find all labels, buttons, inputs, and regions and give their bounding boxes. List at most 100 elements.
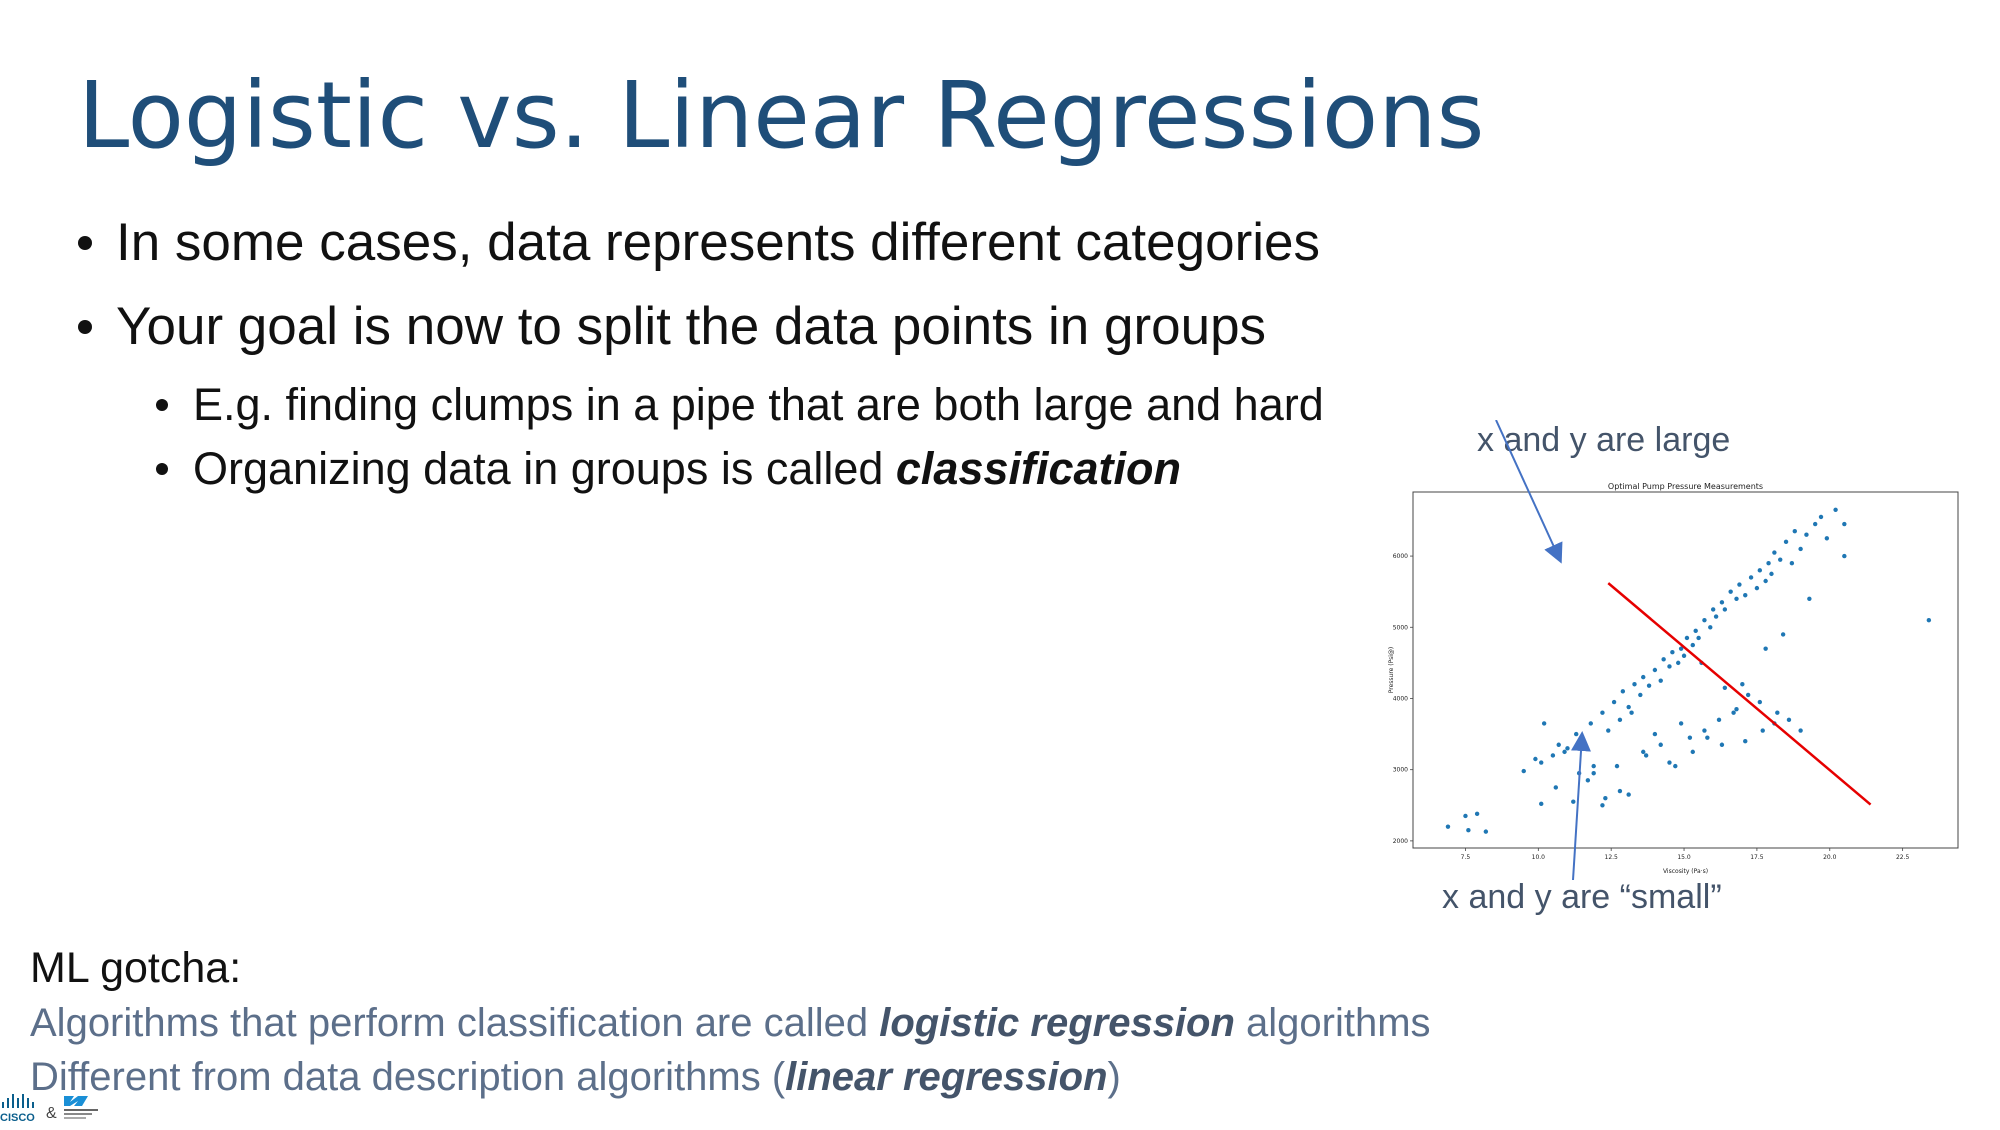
annotation-large: x and y are large (1477, 421, 1731, 459)
data-point (1786, 717, 1792, 723)
data-point (1661, 657, 1666, 662)
gotcha-text: ) (1107, 1055, 1121, 1099)
data-point (1641, 749, 1646, 755)
data-point (1702, 728, 1707, 733)
data-point (1789, 561, 1795, 566)
ml-gotcha-box: ML gotcha: Algorithms that perform class… (30, 940, 1580, 1104)
data-point (1466, 828, 1471, 833)
data-point (1754, 585, 1760, 591)
data-point (1483, 829, 1489, 834)
data-point (1690, 749, 1695, 755)
data-point (1626, 704, 1631, 710)
data-point (1713, 614, 1719, 619)
data-point (1445, 824, 1451, 829)
x-tick-label: 17.5 (1750, 854, 1764, 861)
data-point (1926, 617, 1932, 623)
data-point (1641, 674, 1646, 680)
data-point (1533, 756, 1538, 762)
data-point (1778, 557, 1783, 562)
data-point (1716, 717, 1722, 723)
bullet-dot-icon (156, 463, 168, 475)
subbullet-text: E.g. finding clumps in a pipe that are b… (193, 379, 1324, 430)
linear-regression-term: linear regression (785, 1055, 1108, 1099)
data-point (1574, 731, 1579, 737)
data-point (1728, 589, 1733, 594)
bullet-text: In some cases, data represents different… (116, 213, 1320, 272)
data-point (1710, 607, 1716, 612)
bullet-item: In some cases, data represents different… (78, 205, 1378, 289)
gotcha-heading: ML gotcha: (30, 944, 242, 992)
data-point (1818, 514, 1824, 520)
data-point (1463, 813, 1468, 819)
data-point (1833, 507, 1838, 512)
data-point (1780, 632, 1786, 637)
data-point (1798, 728, 1803, 733)
data-point (1617, 788, 1623, 794)
data-point (1719, 742, 1725, 747)
data-point (1804, 532, 1809, 537)
data-point (1775, 710, 1780, 715)
data-point (1562, 749, 1567, 755)
data-point (1705, 735, 1710, 740)
data-point (1792, 528, 1797, 534)
y-tick-label: 2000 (1393, 838, 1408, 845)
data-point (1620, 689, 1626, 694)
partner-logo-icon (64, 1096, 88, 1106)
data-point (1673, 763, 1678, 769)
data-point (1617, 717, 1623, 723)
data-point (1521, 768, 1526, 774)
classification-term: classification (895, 443, 1182, 494)
gotcha-line-2: Different from data description algorith… (30, 1050, 1580, 1104)
ampersand: & (46, 1105, 57, 1122)
footer-logos: CISCO & (0, 1092, 120, 1125)
data-point (1539, 801, 1544, 807)
data-point (1474, 811, 1480, 817)
x-tick-label: 12.5 (1605, 854, 1619, 861)
scatter-plot: Optimal Pump Pressure Measurements Viscos… (1388, 419, 1959, 881)
x-axis-label: Viscosity (Pa·s) (1663, 868, 1708, 875)
data-point (1763, 578, 1768, 584)
subbullet-text: Organizing data in groups is called (193, 443, 896, 494)
data-point (1652, 731, 1658, 737)
gotcha-text: algorithms (1234, 1001, 1431, 1045)
data-point (1722, 685, 1728, 690)
data-point (1681, 653, 1687, 658)
data-point (1565, 746, 1570, 751)
bullet-item: Your goal is now to split the data point… (78, 289, 1378, 373)
x-tick-label: 22.5 (1896, 854, 1910, 861)
data-point (1702, 617, 1707, 623)
data-point (1629, 710, 1634, 715)
data-point (1772, 550, 1777, 555)
data-point (1606, 728, 1611, 733)
gotcha-line-1: Algorithms that perform classification a… (30, 996, 1580, 1050)
data-point (1731, 710, 1736, 715)
bullet-dot-icon (78, 320, 92, 334)
data-point (1719, 600, 1725, 605)
plot-frame (1412, 491, 1959, 849)
scatter-plot-figure: Optimal Pump Pressure Measurements Viscos… (1370, 419, 1970, 920)
data-point (1740, 682, 1745, 687)
data-point (1783, 539, 1789, 545)
data-point (1842, 553, 1847, 559)
data-point (1632, 682, 1637, 687)
data-point (1667, 760, 1672, 765)
data-point (1687, 735, 1693, 740)
y-axis-label: Pressure (Psi@) (1388, 647, 1395, 694)
data-point (1824, 536, 1830, 541)
data-point (1588, 721, 1593, 726)
data-point (1603, 795, 1608, 801)
arrow-small (1571, 731, 1591, 881)
data-point (1643, 753, 1649, 758)
data-point (1541, 721, 1547, 726)
subbullet-item: E.g. finding clumps in a pipe that are b… (78, 373, 1378, 437)
data-point (1807, 596, 1812, 601)
data-point (1553, 785, 1559, 790)
data-point (1658, 742, 1663, 747)
data-point (1638, 692, 1643, 698)
y-tick-label: 5000 (1393, 624, 1408, 631)
data-point (1611, 699, 1617, 705)
data-point (1743, 739, 1748, 744)
data-point (1614, 763, 1620, 769)
data-point (1646, 683, 1652, 688)
x-tick-label: 15.0 (1677, 854, 1691, 861)
